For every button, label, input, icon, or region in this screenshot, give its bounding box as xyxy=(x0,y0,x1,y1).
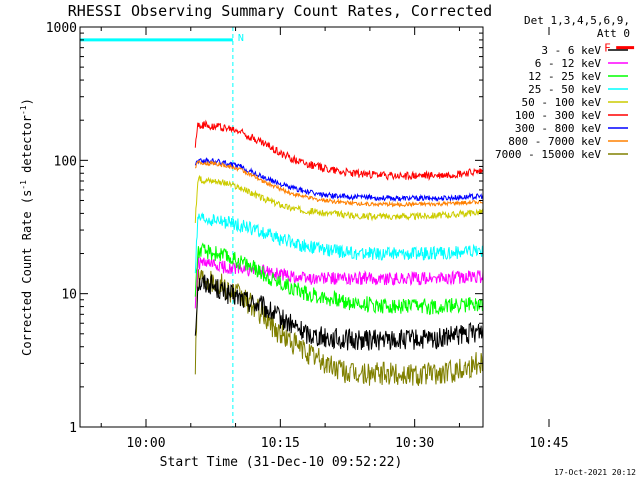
y-axis-label-main: Corrected Count Rate (s xyxy=(20,190,34,356)
y-axis-label-sup1: -1 xyxy=(19,180,28,190)
x-tick-label: 10:45 xyxy=(529,436,568,451)
legend-label-7: 300 - 800 keV xyxy=(515,122,601,135)
legend-header-line1: Det 1,3,4,5,6,9, xyxy=(524,14,630,27)
plot-area: NF110100100010:0010:1510:3010:4511:0011:… xyxy=(46,21,635,451)
legend-label-6: 100 - 300 keV xyxy=(515,109,601,122)
legend-label-1: 3 - 6 keV xyxy=(541,44,601,57)
plot-frame xyxy=(79,26,484,428)
y-axis-label-sup2: -1 xyxy=(19,105,28,115)
legend-label-9: 7000 - 15000 keV xyxy=(495,148,601,161)
series-line-7 xyxy=(194,157,483,203)
y-tick-label: 1000 xyxy=(46,21,77,36)
legend-label-8: 800 - 7000 keV xyxy=(508,135,601,148)
night-label: N xyxy=(238,33,244,44)
y-tick-label: 10 xyxy=(61,288,77,303)
y-tick-label: 100 xyxy=(54,154,77,169)
y-axis-ticks: 1 10 100 1000 xyxy=(46,21,483,436)
chart-title: RHESSI Observing Summary Count Rates, Co… xyxy=(68,2,492,20)
legend-label-4: 25 - 50 keV xyxy=(528,83,601,96)
series-line-8 xyxy=(194,159,483,208)
legend-label-3: 12 - 25 keV xyxy=(528,70,601,83)
legend-header-line2: Att 0 xyxy=(597,27,630,40)
series-line-3 xyxy=(194,242,483,316)
x-tick-label: 10:15 xyxy=(261,436,300,451)
y-axis-label: Corrected Count Rate (s-1 detector-1) xyxy=(19,98,34,356)
x-axis-label: Start Time (31-Dec-10 09:52:22) xyxy=(160,455,403,470)
y-axis-label-mid: detector xyxy=(20,115,34,180)
flare-label: F xyxy=(604,42,611,55)
y-axis-label-end: ) xyxy=(20,98,34,105)
series-line-6 xyxy=(194,119,483,181)
series-line-5 xyxy=(194,174,483,224)
plot-timestamp: 17-Oct-2021 20:12 xyxy=(554,468,636,477)
night-markers xyxy=(232,27,234,427)
series-line-1 xyxy=(194,273,483,351)
legend-label-2: 6 - 12 keV xyxy=(535,57,602,70)
data-traces xyxy=(194,119,483,386)
x-tick-label: 10:30 xyxy=(395,436,434,451)
series-line-9 xyxy=(194,269,483,386)
x-tick-label: 10:00 xyxy=(126,436,165,451)
y-tick-label: 1 xyxy=(69,421,77,436)
legend-label-5: 50 - 100 keV xyxy=(522,96,602,109)
series-line-4 xyxy=(194,212,483,274)
series-line-2 xyxy=(194,256,483,309)
